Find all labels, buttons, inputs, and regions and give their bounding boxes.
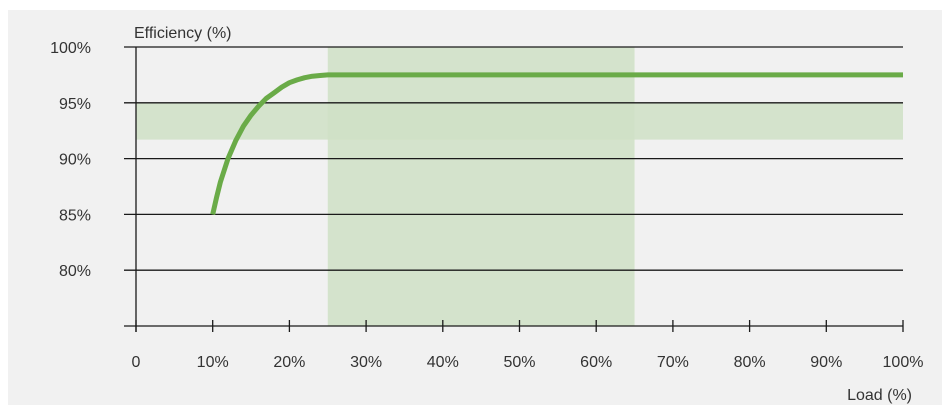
highlight-bands [136,47,903,326]
x-tick-label-100%: 100% [883,354,924,371]
axis-titles: Efficiency (%) Load (%) [134,25,912,404]
efficiency-chart: 0 10% 20% 30% 40% 50% 60% 70% 80% 90% 100% 80% 85% 90… [50,25,923,404]
tick-labels: 0 10% 20% 30% 40% 50% 60% 70% 80% 90% 100% 80% 85% 90… [50,40,923,371]
x-tick-label-80%: 80% [734,354,766,371]
y-tick-label-85%: 85% [59,207,91,224]
y-tick-label-90%: 90% [59,152,91,169]
axes [124,47,904,332]
x-tick-label-40%: 40% [427,354,459,371]
x-tick-label-20%: 20% [273,354,305,371]
y-tick-label-80%: 80% [59,263,91,280]
x-axis-title: Load (%) [847,387,912,404]
x-tick-label-90%: 90% [810,354,842,371]
x-tick-label-60%: 60% [580,354,612,371]
x-tick-label-10%: 10% [197,354,229,371]
efficiency-curve-0 [210,72,903,215]
x-tick-label-70%: 70% [657,354,689,371]
y-axis-title: Efficiency (%) [134,25,232,42]
band-vertical-0 [327,47,635,326]
y-tick-label-95%: 95% [59,96,91,113]
chart-panel: 0 10% 20% 30% 40% 50% 60% 70% 80% 90% 100% 80% 85% 90… [8,10,942,405]
y-gridlines [124,46,903,271]
series-lines [210,72,903,215]
x-tick-label-30%: 30% [350,354,382,371]
x-tick-label-50%: 50% [503,354,535,371]
x-tick-label-0: 0 [132,354,141,371]
band-horizontal-1 [136,102,903,140]
y-tick-label-100%: 100% [50,40,91,57]
